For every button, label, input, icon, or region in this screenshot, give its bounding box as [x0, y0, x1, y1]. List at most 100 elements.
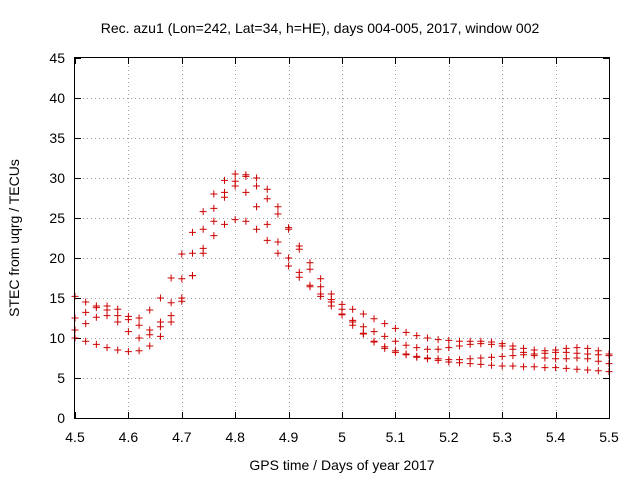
- data-point: [327, 296, 335, 304]
- y-tick-label: 40: [49, 90, 65, 106]
- data-point: [488, 353, 496, 361]
- data-point: [156, 294, 164, 302]
- data-point: [594, 347, 602, 355]
- y-tick-label: 45: [49, 50, 65, 66]
- data-point: [466, 355, 474, 363]
- data-point: [509, 362, 517, 370]
- y-axis-label: STEC from uqrg / TECUs: [6, 159, 22, 317]
- data-point: [231, 216, 239, 224]
- data-point: [370, 315, 378, 323]
- data-point: [520, 363, 528, 371]
- data-point: [402, 341, 410, 349]
- data-point: [402, 328, 410, 336]
- data-point: [285, 262, 293, 270]
- y-tick-label: 35: [49, 130, 65, 146]
- data-point: [455, 342, 463, 350]
- data-point: [242, 171, 250, 179]
- data-point: [370, 328, 378, 336]
- data-point: [167, 274, 175, 282]
- data-point: [188, 249, 196, 257]
- data-point: [103, 344, 111, 352]
- data-point: [317, 283, 325, 291]
- x-tick-label: 5: [338, 429, 346, 445]
- data-point: [552, 364, 560, 372]
- y-tick-label: 0: [57, 410, 65, 426]
- data-point: [445, 336, 453, 344]
- data-point: [263, 185, 271, 193]
- data-point: [253, 225, 261, 233]
- data-point: [114, 305, 122, 313]
- data-point: [562, 344, 570, 352]
- data-point: [402, 350, 410, 358]
- data-point: [423, 354, 431, 362]
- data-point: [306, 259, 314, 267]
- data-point: [82, 308, 90, 316]
- data-point: [498, 362, 506, 370]
- data-point: [178, 275, 186, 283]
- data-point: [263, 236, 271, 244]
- data-point: [391, 324, 399, 332]
- data-point: [253, 182, 261, 190]
- data-point: [146, 342, 154, 350]
- data-point: [488, 361, 496, 369]
- data-point: [92, 340, 100, 348]
- data-point: [349, 305, 357, 313]
- data-point: [263, 195, 271, 203]
- data-point: [210, 217, 218, 225]
- chart-tick-labels: 4.5 4.6 4.7 4.8 4.9 5 5.1 5.2 5.3 5.4 5.5 0 5 10 15 20 2…: [49, 50, 619, 445]
- data-point: [584, 366, 592, 374]
- data-point: [221, 220, 229, 228]
- data-point: [541, 347, 549, 355]
- chart-title: Rec. azu1 (Lon=242, Lat=34, h=HE), days …: [101, 20, 540, 36]
- data-point: [349, 316, 357, 324]
- data-point: [114, 318, 122, 326]
- data-point: [391, 337, 399, 345]
- data-point: [434, 336, 442, 344]
- data-point: [199, 249, 207, 257]
- data-point: [509, 345, 517, 353]
- data-point: [188, 228, 196, 236]
- data-point: [103, 302, 111, 310]
- data-point: [295, 268, 303, 276]
- data-point: [178, 250, 186, 258]
- data-point: [391, 347, 399, 355]
- data-point: [359, 310, 367, 318]
- data-point: [253, 203, 261, 211]
- data-point: [146, 306, 154, 314]
- data-point: [434, 345, 442, 353]
- data-point: [317, 292, 325, 300]
- data-point: [274, 210, 282, 218]
- data-point: [498, 352, 506, 360]
- data-point: [156, 332, 164, 340]
- chart-grid: [75, 58, 609, 418]
- data-point: [520, 348, 528, 356]
- data-point: [552, 355, 560, 363]
- data-point: [477, 354, 485, 362]
- data-point: [455, 356, 463, 364]
- data-point: [584, 355, 592, 363]
- data-point: [445, 356, 453, 364]
- y-tick-label: 5: [57, 370, 65, 386]
- data-point: [295, 245, 303, 253]
- data-point: [541, 364, 549, 372]
- y-tick-label: 25: [49, 210, 65, 226]
- data-point: [573, 344, 581, 352]
- x-tick-label: 5.5: [599, 429, 619, 445]
- x-tick-label: 5.2: [439, 429, 459, 445]
- data-point: [317, 275, 325, 283]
- data-point: [306, 281, 314, 289]
- data-point: [124, 312, 132, 320]
- data-point: [477, 340, 485, 348]
- data-point: [82, 320, 90, 328]
- y-tick-label: 20: [49, 250, 65, 266]
- data-point: [135, 314, 143, 322]
- y-tick-label: 15: [49, 290, 65, 306]
- data-point: [562, 355, 570, 363]
- data-point: [231, 170, 239, 178]
- data-point: [413, 352, 421, 360]
- x-tick-label: 4.9: [279, 429, 299, 445]
- data-point: [584, 344, 592, 352]
- data-point: [381, 332, 389, 340]
